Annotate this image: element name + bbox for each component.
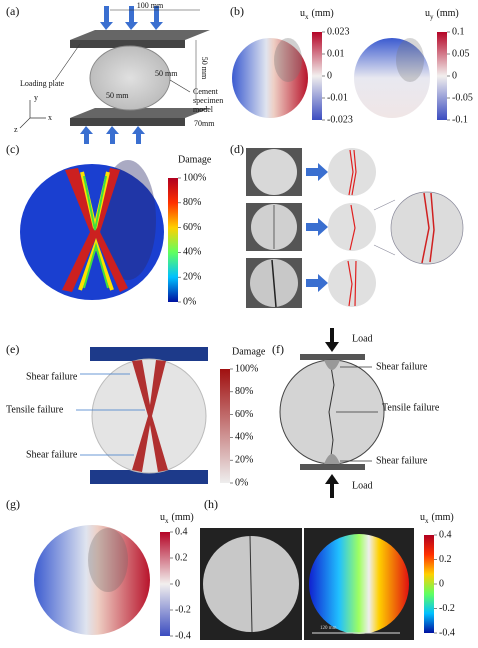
displacement-model	[232, 38, 430, 118]
annotation: Cement	[193, 87, 219, 96]
colorbar-tick-label: 0	[327, 70, 332, 81]
colorbar-tick-label: -0.2	[439, 603, 455, 614]
colorbar	[160, 532, 170, 636]
panel-label: (g)	[6, 497, 20, 511]
colorbar-title: ux (mm)	[300, 8, 334, 20]
colorbar-tick-label: -0.05	[452, 92, 473, 103]
colorbar	[168, 178, 178, 302]
unit: (mm)	[432, 512, 454, 523]
axis-label: x	[48, 113, 52, 122]
unit: (mm)	[172, 512, 194, 523]
colorbar	[220, 369, 230, 483]
colorbar-tick-label: 100%	[183, 172, 206, 183]
colorbar-tick-label: -0.2	[175, 604, 191, 615]
panel-label: (e)	[6, 342, 19, 356]
panel-label: (h)	[204, 497, 218, 511]
annotation-arrows	[76, 373, 145, 456]
annotation: Shear failure	[376, 361, 428, 372]
annotation: Shear failure	[376, 455, 428, 466]
panel-label: (a)	[6, 4, 19, 18]
panel-label: (f)	[272, 342, 284, 356]
colorbar-tick-label: -0.4	[175, 630, 191, 641]
colorbar-tick-label: 20%	[183, 271, 201, 282]
colorbar-tick-label: 0.1	[452, 26, 465, 37]
colorbar-tick-label: 80%	[183, 197, 201, 208]
colorbar-tick-label: 0%	[183, 296, 196, 307]
colorbar-title: Damage	[232, 346, 266, 357]
test-photos	[246, 148, 464, 308]
panel-label: (b)	[230, 4, 244, 18]
colorbar-title: ux (mm)	[420, 512, 454, 524]
colorbar-tick-label: 0	[175, 578, 180, 589]
annotation: model	[193, 105, 214, 114]
annotation: Load	[352, 480, 373, 491]
subscript: x	[305, 13, 309, 21]
colorbar-title: ux (mm)	[160, 512, 194, 524]
subscript: x	[425, 517, 429, 525]
symbol: u	[300, 8, 305, 19]
colorbar-tick-label: -0.01	[327, 92, 348, 103]
colorbar-tick-label: 0.01	[327, 48, 345, 59]
annotation: Shear failure	[26, 371, 78, 382]
unit: (mm)	[312, 8, 334, 19]
scale-label: 120 mm	[320, 626, 337, 631]
colorbar	[437, 32, 447, 120]
dic-photos	[200, 528, 414, 640]
annotation: Load	[352, 333, 373, 344]
damage-model	[20, 160, 164, 300]
colorbar-tick-label: 0%	[235, 477, 248, 488]
colorbar-tick-label: 0.023	[327, 26, 350, 37]
colorbar	[312, 32, 322, 120]
dimension: 70mm	[194, 119, 215, 128]
colorbar-tick-label: 40%	[183, 247, 201, 258]
colorbar-tick-label: -0.1	[452, 114, 468, 125]
colorbar-title: Damage	[178, 154, 212, 165]
panel-label: (d)	[230, 142, 244, 156]
colorbar-tick-label: 60%	[235, 409, 253, 420]
colorbar-tick-label: 0.2	[439, 554, 452, 565]
colorbar-tick-label: -0.4	[439, 627, 455, 638]
colorbar-tick-label: 0.4	[439, 529, 452, 540]
colorbar-tick-label: 0.4	[175, 526, 188, 537]
colorbar-tick-label: 40%	[235, 432, 253, 443]
damage-model	[90, 347, 208, 484]
colorbar-tick-label: 0	[439, 578, 444, 589]
dimension: 50 mm	[200, 57, 209, 80]
dimension: 100 mm	[137, 1, 164, 10]
unit: (mm)	[437, 8, 459, 19]
symbol: u	[425, 8, 430, 19]
colorbar-tick-label: 20%	[235, 454, 253, 465]
axis-label: y	[34, 93, 38, 102]
panel-label: (c)	[6, 142, 19, 156]
colorbar-tick-label: 0	[452, 70, 457, 81]
colorbar-tick-label: 0.05	[452, 48, 470, 59]
axis-label: z	[14, 125, 18, 134]
annotation: Shear failure	[26, 449, 78, 460]
subscript: y	[430, 13, 434, 21]
annotation: specimen	[193, 96, 223, 105]
colorbar-tick-label: 100%	[235, 363, 258, 374]
annotation: Loading plate	[20, 79, 65, 88]
symbol: u	[420, 512, 425, 523]
model-sketch	[19, 6, 210, 144]
displacement-model	[34, 525, 150, 635]
symbol: u	[160, 512, 165, 523]
colorbar-tick-label: 0.2	[175, 552, 188, 563]
colorbar-tick-label: -0.023	[327, 114, 353, 125]
annotation: Tensile failure	[382, 402, 440, 413]
subscript: x	[165, 517, 169, 525]
colorbar-tick-label: 60%	[183, 222, 201, 233]
dimension: 50 mm	[106, 91, 129, 100]
failure-sketch	[279, 328, 385, 498]
annotation: Tensile failure	[6, 404, 64, 415]
colorbar-title: uy (mm)	[425, 8, 459, 20]
dimension: 50 mm	[155, 69, 178, 78]
colorbar	[424, 535, 434, 633]
colorbar-tick-label: 80%	[235, 386, 253, 397]
